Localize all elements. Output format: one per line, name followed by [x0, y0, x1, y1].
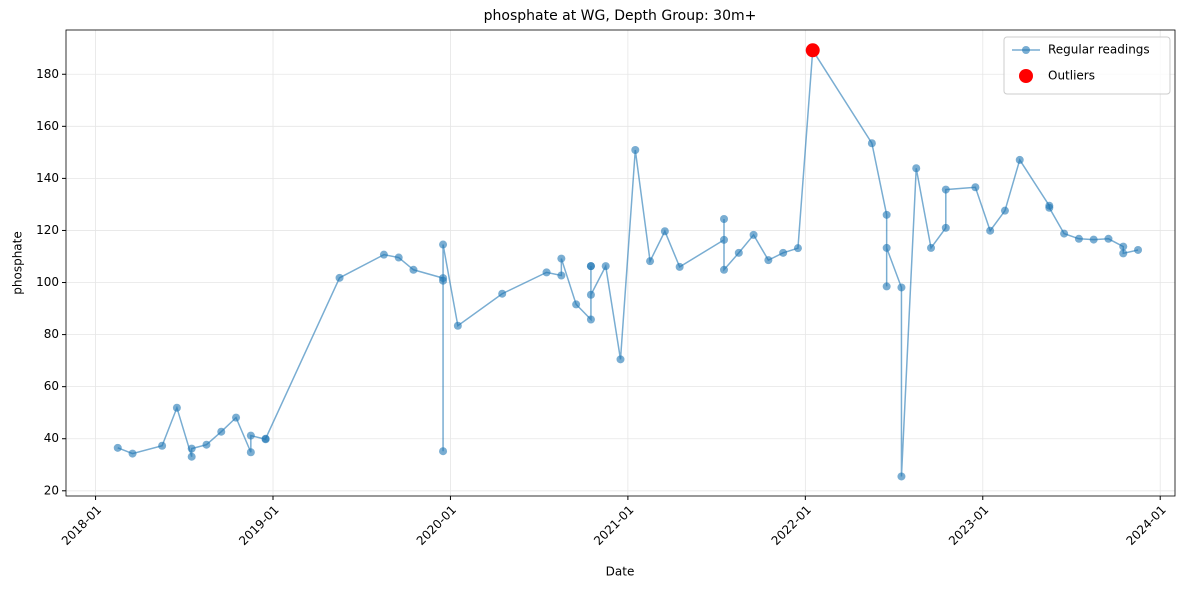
y-tick-label: 140 [36, 171, 59, 185]
data-point [1074, 234, 1083, 243]
y-tick-label: 180 [36, 67, 59, 81]
x-tick-label: 2020-01 [414, 503, 459, 548]
legend-label: Outliers [1048, 69, 1095, 83]
data-point [1045, 203, 1054, 212]
data-point [779, 248, 788, 257]
data-point [986, 226, 995, 235]
data-point [187, 444, 196, 453]
legend-label: Regular readings [1048, 43, 1150, 57]
data-point [1104, 234, 1113, 243]
data-point [335, 273, 344, 282]
y-tick-label: 60 [44, 379, 59, 393]
data-point [631, 146, 640, 155]
data-point [187, 452, 196, 461]
chart-title: phosphate at WG, Depth Group: 30m+ [484, 8, 757, 24]
plot-frame [65, 29, 1176, 497]
data-point [601, 262, 610, 271]
y-axis-label: phosphate [11, 231, 25, 294]
data-point [720, 215, 729, 224]
data-point [158, 441, 167, 450]
data-point [720, 265, 729, 274]
outlier-point [805, 43, 820, 58]
data-point [439, 447, 448, 456]
x-tick-label: 2023-01 [946, 503, 991, 548]
data-point [572, 300, 581, 309]
data-point [941, 223, 950, 232]
data-point [557, 271, 566, 280]
data-point [172, 403, 181, 412]
data-point [897, 472, 906, 481]
data-point [1119, 249, 1128, 258]
y-tick-label: 40 [44, 431, 59, 445]
data-point [912, 164, 921, 173]
data-point [409, 265, 418, 274]
data-point [793, 244, 802, 253]
x-tick-label: 2018-01 [59, 503, 104, 548]
x-tick-label: 2021-01 [591, 503, 636, 548]
legend-box [1003, 36, 1171, 95]
data-point [764, 256, 773, 265]
data-point [261, 434, 270, 443]
data-point [646, 257, 655, 266]
y-tick-label: 100 [36, 275, 59, 289]
data-point [660, 227, 669, 236]
data-point [734, 248, 743, 257]
legend-marker [1022, 46, 1030, 54]
x-tick-label: 2019-01 [236, 503, 281, 548]
data-point [542, 268, 551, 277]
data-point [379, 250, 388, 259]
data-point [675, 262, 684, 271]
data-point [941, 185, 950, 194]
data-point [971, 183, 980, 192]
data-point [1060, 229, 1069, 238]
data-point [720, 235, 729, 244]
data-point [439, 276, 448, 285]
y-tick-label: 80 [44, 327, 59, 341]
data-point [128, 449, 137, 458]
legend-marker [1019, 69, 1033, 83]
data-point [1134, 245, 1143, 254]
data-point [232, 413, 241, 422]
data-point [1015, 155, 1024, 164]
data-point [882, 282, 891, 291]
x-tick-label: 2022-01 [769, 503, 814, 548]
data-point [882, 243, 891, 252]
data-point [1119, 242, 1128, 251]
data-point [867, 139, 876, 148]
y-tick-label: 160 [36, 119, 59, 133]
y-tick-label: 20 [44, 483, 59, 497]
data-point [586, 290, 595, 299]
y-tick-label: 120 [36, 223, 59, 237]
x-tick-label: 2024-01 [1123, 503, 1168, 548]
data-point [453, 321, 462, 330]
x-axis-label: Date [606, 565, 635, 579]
data-point [202, 440, 211, 449]
data-point [927, 243, 936, 252]
data-point [439, 240, 448, 249]
data-point [113, 443, 122, 452]
data-point [616, 355, 625, 364]
data-point [246, 431, 255, 440]
data-point [557, 254, 566, 263]
data-point [882, 210, 891, 219]
data-point [217, 427, 226, 436]
data-point [246, 448, 255, 457]
data-point [749, 230, 758, 239]
data-point [1089, 235, 1098, 244]
data-point [498, 289, 507, 298]
data-point [586, 262, 595, 271]
data-point [1000, 206, 1009, 215]
data-point [586, 315, 595, 324]
data-point [394, 253, 403, 262]
data-point [897, 283, 906, 292]
